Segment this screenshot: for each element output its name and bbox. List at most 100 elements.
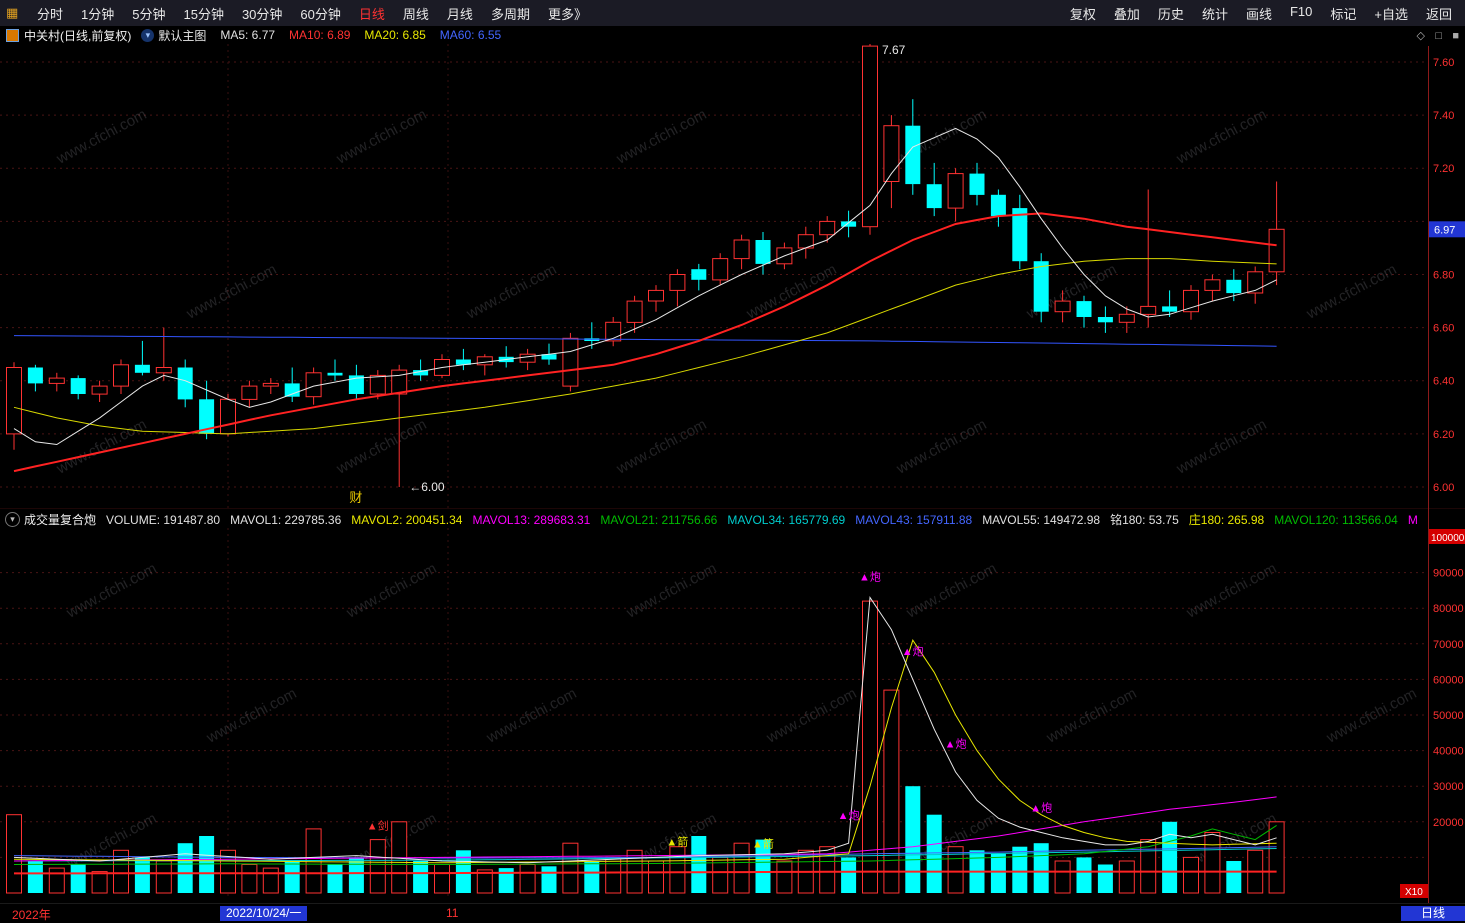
- vol-field-0: VOLUME: 191487.80: [106, 512, 221, 527]
- menu-1min[interactable]: 1分钟: [81, 6, 115, 22]
- svg-text:www.cfchi.com: www.cfchi.com: [333, 106, 429, 168]
- main-chart-style-label[interactable]: 默认主图: [158, 28, 207, 43]
- time-axis-bar: 2022年 2022/10/24/一 11 日线: [0, 903, 1465, 923]
- vol-field-10: MAVOL120: 113566.04: [1274, 512, 1398, 527]
- svg-text:www.cfchi.com: www.cfchi.com: [463, 261, 559, 323]
- price-axis-line: [1428, 46, 1429, 903]
- svg-text:▲炮: ▲炮: [945, 738, 967, 751]
- menu-more[interactable]: 更多》: [547, 6, 587, 22]
- menu-mark[interactable]: 标记: [1330, 6, 1357, 22]
- svg-text:▲炮: ▲炮: [1030, 802, 1052, 815]
- svg-text:▲箭: ▲箭: [752, 836, 774, 850]
- svg-text:www.cfchi.com: www.cfchi.com: [483, 685, 579, 747]
- selected-date-tag: 2022/10/24/一: [220, 906, 308, 921]
- menu-history[interactable]: 历史: [1157, 6, 1184, 22]
- indicator-collapse-icon[interactable]: ▾: [5, 511, 20, 527]
- stock-logo-icon: [6, 28, 19, 42]
- menu-adjust-price[interactable]: 复权: [1069, 6, 1096, 22]
- svg-text:www.cfchi.com: www.cfchi.com: [1183, 560, 1279, 622]
- svg-text:▲炮: ▲炮: [902, 645, 924, 658]
- svg-text:6.40: 6.40: [1433, 376, 1454, 388]
- menu-add-watchlist[interactable]: +自选: [1374, 6, 1408, 22]
- svg-text:www.cfchi.com: www.cfchi.com: [623, 560, 719, 622]
- svg-text:40000: 40000: [1433, 746, 1464, 758]
- menu-30min[interactable]: 30分钟: [241, 6, 283, 22]
- vol-field-11: M: [1407, 512, 1418, 527]
- svg-text:6.20: 6.20: [1433, 429, 1454, 441]
- menu-f10[interactable]: F10: [1289, 3, 1313, 19]
- vol-field-8: 铭180: 53.75: [1110, 512, 1179, 527]
- svg-text:www.cfchi.com: www.cfchi.com: [1043, 685, 1139, 747]
- vol-field-1: MAVOL1: 229785.36: [230, 512, 342, 527]
- svg-text:50000: 50000: [1433, 710, 1464, 722]
- svg-text:www.cfchi.com: www.cfchi.com: [1303, 261, 1399, 323]
- volume-values: VOLUME: 191487.80 MAVOL1: 229785.36 MAVOL2…: [106, 511, 1428, 528]
- menu-draw-line[interactable]: 画线: [1245, 6, 1272, 22]
- svg-text:www.cfchi.com: www.cfchi.com: [333, 416, 429, 478]
- svg-text:www.cfchi.com: www.cfchi.com: [613, 416, 709, 478]
- layout-filled-square-icon[interactable]: ■: [1452, 30, 1459, 42]
- volume-chart[interactable]: 90000 80000 70000 60000 50000 40000 30000 20000…: [0, 528, 1465, 903]
- ma-label-0: MA5: 6.77: [220, 28, 276, 42]
- ma-label-2: MA20: 6.85: [364, 28, 426, 42]
- svg-text:90000: 90000: [1433, 568, 1464, 580]
- axis-year-label: 2022年: [12, 908, 51, 922]
- main-chart-style-dropdown-icon[interactable]: ▾: [141, 28, 155, 42]
- vol-field-3: MAVOL13: 289683.31: [472, 512, 591, 527]
- svg-text:7.60: 7.60: [1433, 57, 1454, 69]
- menu-back[interactable]: 返回: [1425, 6, 1452, 22]
- svg-text:6.60: 6.60: [1433, 323, 1454, 335]
- svg-text:▲炮: ▲炮: [859, 570, 881, 583]
- vol-field-7: MAVOL55: 149472.98: [982, 512, 1101, 527]
- vol-field-6: MAVOL43: 157911.88: [855, 512, 973, 527]
- tools-menu: 复权 叠加 历史 统计 画线 F10 标记 +自选 返回: [1061, 4, 1465, 23]
- menu-15min[interactable]: 15分钟: [183, 6, 224, 22]
- svg-text:30000: 30000: [1433, 781, 1464, 793]
- period-tag: 日线: [1401, 906, 1465, 921]
- menu-weekly[interactable]: 周线: [402, 6, 429, 22]
- menu-minute-chart[interactable]: 分时: [37, 6, 64, 22]
- vol-field-5: MAVOL34: 165779.69: [727, 512, 846, 527]
- svg-text:www.cfchi.com: www.cfchi.com: [1173, 106, 1269, 168]
- main-chart[interactable]: 7.60 7.40 7.20 6.80 6.60 6.40 6.20 6.00 www.cfch…: [0, 44, 1465, 508]
- svg-text:60000: 60000: [1433, 674, 1464, 686]
- svg-text:6.80: 6.80: [1433, 270, 1454, 282]
- menu-statistics[interactable]: 统计: [1201, 6, 1228, 22]
- svg-text:www.cfchi.com: www.cfchi.com: [1173, 416, 1269, 478]
- svg-text:财: 财: [349, 490, 362, 505]
- vol-field-2: MAVOL2: 200451.34: [351, 512, 463, 527]
- svg-text:7.40: 7.40: [1433, 110, 1454, 122]
- app-logo-icon: ▦: [6, 5, 19, 20]
- svg-text:▲炮: ▲炮: [838, 809, 860, 822]
- svg-text:100000: 100000: [1431, 533, 1465, 544]
- svg-text:7.67: 7.67: [882, 44, 906, 57]
- svg-text:X10: X10: [1405, 887, 1423, 898]
- layout-square-icon[interactable]: □: [1435, 30, 1442, 42]
- indicator-name[interactable]: 成交量复合炮: [24, 512, 97, 527]
- ma-label-1: MA10: 6.89: [289, 28, 351, 42]
- svg-text:7.20: 7.20: [1433, 163, 1454, 175]
- svg-text:www.cfchi.com: www.cfchi.com: [53, 416, 149, 478]
- vol-field-4: MAVOL21: 211756.66: [600, 512, 718, 527]
- ma-legend: MA5: 6.77 MA10: 6.89 MA20: 6.85 MA60: 6.55: [220, 28, 515, 42]
- period-menu: 分时 1分钟 5分钟 15分钟 30分钟 60分钟 日线 周线 月线 多周期 更多》: [28, 4, 596, 23]
- menu-overlay[interactable]: 叠加: [1113, 6, 1140, 22]
- svg-text:←6.00: ←6.00: [409, 480, 445, 494]
- symbol-title[interactable]: 中关村(日线,前复权): [24, 28, 132, 43]
- volume-indicator-header: ▾ 成交量复合炮 VOLUME: 191487.80 MAVOL1: 229785…: [0, 508, 1465, 529]
- menu-monthly[interactable]: 月线: [446, 6, 473, 22]
- vol-field-9: 庄180: 265.98: [1188, 512, 1265, 527]
- ma-label-3: MA60: 6.55: [439, 28, 502, 42]
- svg-text:www.cfchi.com: www.cfchi.com: [743, 261, 839, 323]
- svg-text:www.cfchi.com: www.cfchi.com: [1323, 685, 1419, 747]
- svg-text:www.cfchi.com: www.cfchi.com: [763, 685, 859, 747]
- window-controls: ◇ □ ■: [1410, 28, 1465, 42]
- menu-daily[interactable]: 日线: [358, 6, 385, 22]
- diamond-icon[interactable]: ◇: [1416, 30, 1425, 42]
- svg-text:www.cfchi.com: www.cfchi.com: [343, 560, 439, 622]
- menu-5min[interactable]: 5分钟: [132, 6, 166, 22]
- menu-multi-period[interactable]: 多周期: [490, 6, 530, 22]
- svg-text:www.cfchi.com: www.cfchi.com: [903, 560, 999, 622]
- menu-60min[interactable]: 60分钟: [300, 6, 341, 22]
